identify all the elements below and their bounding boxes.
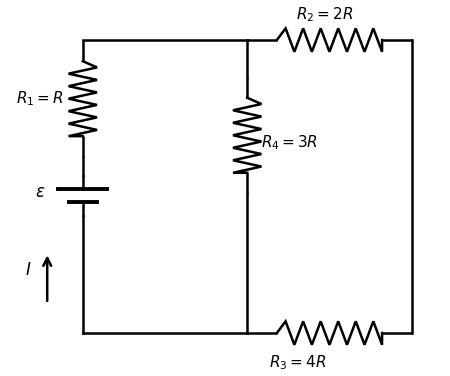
Text: $R_2 = 2R$: $R_2 = 2R$ [296,5,354,24]
Text: $R_3 = 4R$: $R_3 = 4R$ [270,353,327,372]
Text: $R_4 = 3R$: $R_4 = 3R$ [261,133,317,152]
Text: $R_1 = R$: $R_1 = R$ [16,89,64,108]
Text: $I$: $I$ [25,262,32,279]
Text: $\varepsilon$: $\varepsilon$ [35,183,45,200]
